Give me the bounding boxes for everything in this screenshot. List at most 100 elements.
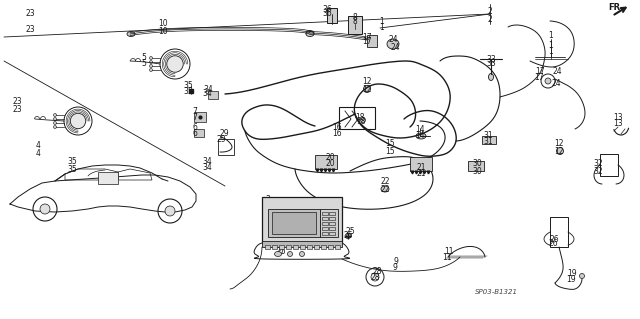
Text: 11: 11 bbox=[442, 253, 452, 262]
Text: 15: 15 bbox=[385, 146, 395, 155]
Text: 35: 35 bbox=[67, 158, 77, 167]
Text: 35: 35 bbox=[67, 165, 77, 174]
Text: 8: 8 bbox=[353, 18, 357, 26]
Text: 36: 36 bbox=[322, 5, 332, 14]
Bar bbox=[262, 197, 342, 243]
Bar bbox=[293, 245, 298, 249]
Ellipse shape bbox=[127, 32, 135, 36]
Bar bbox=[327, 8, 337, 23]
Text: 12: 12 bbox=[554, 139, 564, 149]
Text: 34: 34 bbox=[202, 157, 212, 166]
Ellipse shape bbox=[387, 39, 399, 49]
Text: 21: 21 bbox=[416, 162, 426, 172]
Text: 28: 28 bbox=[372, 268, 381, 277]
Text: 27: 27 bbox=[276, 241, 286, 249]
Text: 18: 18 bbox=[355, 113, 365, 122]
Text: 23: 23 bbox=[25, 10, 35, 19]
Bar bbox=[320, 209, 338, 237]
Text: 4: 4 bbox=[36, 142, 40, 151]
Bar bbox=[329, 217, 335, 220]
Text: 13: 13 bbox=[613, 120, 623, 129]
Text: 4: 4 bbox=[36, 149, 40, 158]
Text: SP03-B1321: SP03-B1321 bbox=[474, 289, 518, 295]
Bar bbox=[322, 227, 328, 230]
Text: 25: 25 bbox=[278, 212, 288, 221]
Text: 31: 31 bbox=[483, 131, 493, 140]
Text: 20: 20 bbox=[325, 160, 335, 168]
Text: 17: 17 bbox=[362, 33, 372, 41]
Text: 25: 25 bbox=[343, 232, 353, 241]
Text: 30: 30 bbox=[472, 167, 482, 175]
Ellipse shape bbox=[300, 251, 305, 256]
Text: 17: 17 bbox=[534, 73, 544, 83]
Text: 26: 26 bbox=[548, 240, 558, 249]
Ellipse shape bbox=[54, 114, 56, 116]
Text: 18: 18 bbox=[356, 117, 365, 127]
Text: 36: 36 bbox=[322, 10, 332, 19]
Bar bbox=[550, 217, 568, 247]
Text: FR.: FR. bbox=[608, 4, 623, 12]
Bar bbox=[321, 245, 326, 249]
Bar bbox=[348, 16, 362, 34]
Text: 11: 11 bbox=[444, 247, 454, 256]
Ellipse shape bbox=[54, 125, 56, 129]
Circle shape bbox=[70, 113, 86, 129]
Text: 7: 7 bbox=[193, 107, 197, 115]
Text: 25: 25 bbox=[275, 240, 285, 249]
Text: 10: 10 bbox=[158, 19, 168, 28]
Bar bbox=[600, 154, 618, 176]
Text: 19: 19 bbox=[567, 270, 577, 278]
Ellipse shape bbox=[364, 85, 371, 93]
Ellipse shape bbox=[306, 32, 314, 36]
Bar bbox=[329, 222, 335, 225]
Text: 1: 1 bbox=[548, 41, 554, 49]
Ellipse shape bbox=[280, 217, 286, 221]
Ellipse shape bbox=[487, 138, 491, 142]
Ellipse shape bbox=[360, 117, 365, 122]
Bar bbox=[322, 217, 328, 220]
Text: 3: 3 bbox=[264, 199, 268, 209]
Text: 17: 17 bbox=[362, 36, 372, 46]
Text: 16: 16 bbox=[332, 122, 342, 131]
Text: 31: 31 bbox=[483, 137, 493, 145]
Text: 14: 14 bbox=[415, 131, 425, 140]
Circle shape bbox=[40, 204, 50, 214]
Bar bbox=[367, 35, 377, 47]
Text: 22: 22 bbox=[380, 177, 390, 187]
Text: 24: 24 bbox=[388, 35, 398, 44]
Text: 12: 12 bbox=[362, 78, 372, 86]
Bar bbox=[272, 245, 277, 249]
Text: 30: 30 bbox=[472, 160, 482, 168]
Text: 33: 33 bbox=[486, 60, 496, 69]
Text: 19: 19 bbox=[566, 275, 576, 284]
Bar bbox=[268, 209, 320, 237]
Ellipse shape bbox=[275, 251, 282, 256]
Text: 26: 26 bbox=[549, 234, 559, 243]
Text: 25: 25 bbox=[345, 226, 355, 235]
Ellipse shape bbox=[150, 69, 152, 71]
Bar bbox=[208, 91, 218, 99]
Text: 25: 25 bbox=[280, 207, 290, 217]
Text: 2: 2 bbox=[488, 6, 492, 16]
Text: 29: 29 bbox=[219, 129, 229, 137]
Text: 35: 35 bbox=[183, 80, 193, 90]
Bar bbox=[329, 212, 335, 215]
Bar bbox=[335, 245, 340, 249]
Text: 23: 23 bbox=[12, 98, 22, 107]
Text: 22: 22 bbox=[380, 184, 390, 194]
Text: 23: 23 bbox=[25, 25, 35, 33]
Text: 1: 1 bbox=[380, 17, 385, 26]
Text: 28: 28 bbox=[371, 272, 380, 281]
Text: 29: 29 bbox=[216, 135, 226, 144]
Bar bbox=[410, 157, 432, 171]
Ellipse shape bbox=[54, 122, 56, 124]
Bar bbox=[218, 139, 234, 155]
Bar bbox=[468, 161, 484, 171]
Ellipse shape bbox=[150, 61, 152, 63]
Text: 24: 24 bbox=[390, 42, 400, 51]
Text: 6: 6 bbox=[193, 130, 197, 138]
Ellipse shape bbox=[416, 133, 426, 139]
Bar bbox=[307, 245, 312, 249]
Ellipse shape bbox=[381, 186, 389, 192]
Bar bbox=[262, 241, 342, 247]
